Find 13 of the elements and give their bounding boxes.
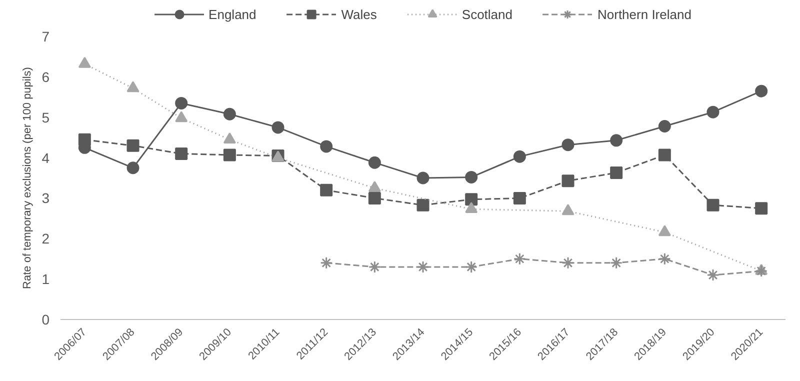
- y-tick-label: 1: [42, 271, 50, 288]
- y-tick-label: 7: [42, 28, 50, 44]
- y-tick-label: 2: [42, 230, 50, 247]
- y-tick-label: 3: [42, 190, 50, 206]
- legend-label: Wales: [341, 6, 377, 22]
- y-tick-label: 5: [42, 109, 50, 126]
- legend-label: Northern Ireland: [598, 6, 692, 22]
- legend-label: England: [208, 6, 256, 22]
- y-tick-label: 4: [42, 150, 50, 166]
- legend-label: Scotland: [462, 6, 512, 22]
- y-tick-label: 6: [42, 68, 50, 85]
- y-tick-label: 0: [42, 312, 50, 328]
- y-axis-title: Rate of temporary exclusions (per 100 pupils): [22, 67, 34, 289]
